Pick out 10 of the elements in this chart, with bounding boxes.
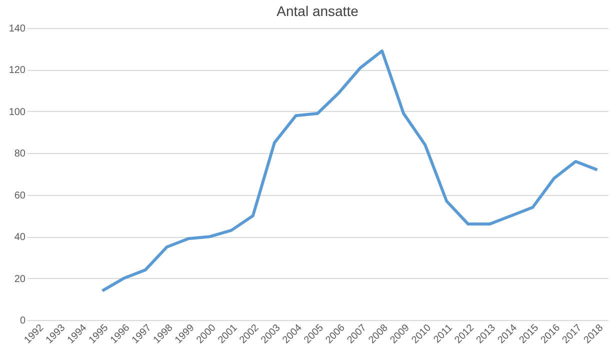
y-tick-label: 100	[8, 106, 26, 118]
line-series	[100, 49, 599, 292]
y-tick-label: 80	[14, 148, 26, 160]
y-tick-label: 40	[14, 232, 26, 244]
y-tick-label: 0	[20, 316, 26, 326]
y-tick-label: 140	[8, 24, 26, 34]
y-tick-label: 60	[14, 190, 26, 202]
y-tick-label: 20	[14, 274, 26, 285]
chart-title: Antal ansatte	[276, 3, 359, 19]
y-tick-label: 120	[8, 65, 26, 76]
